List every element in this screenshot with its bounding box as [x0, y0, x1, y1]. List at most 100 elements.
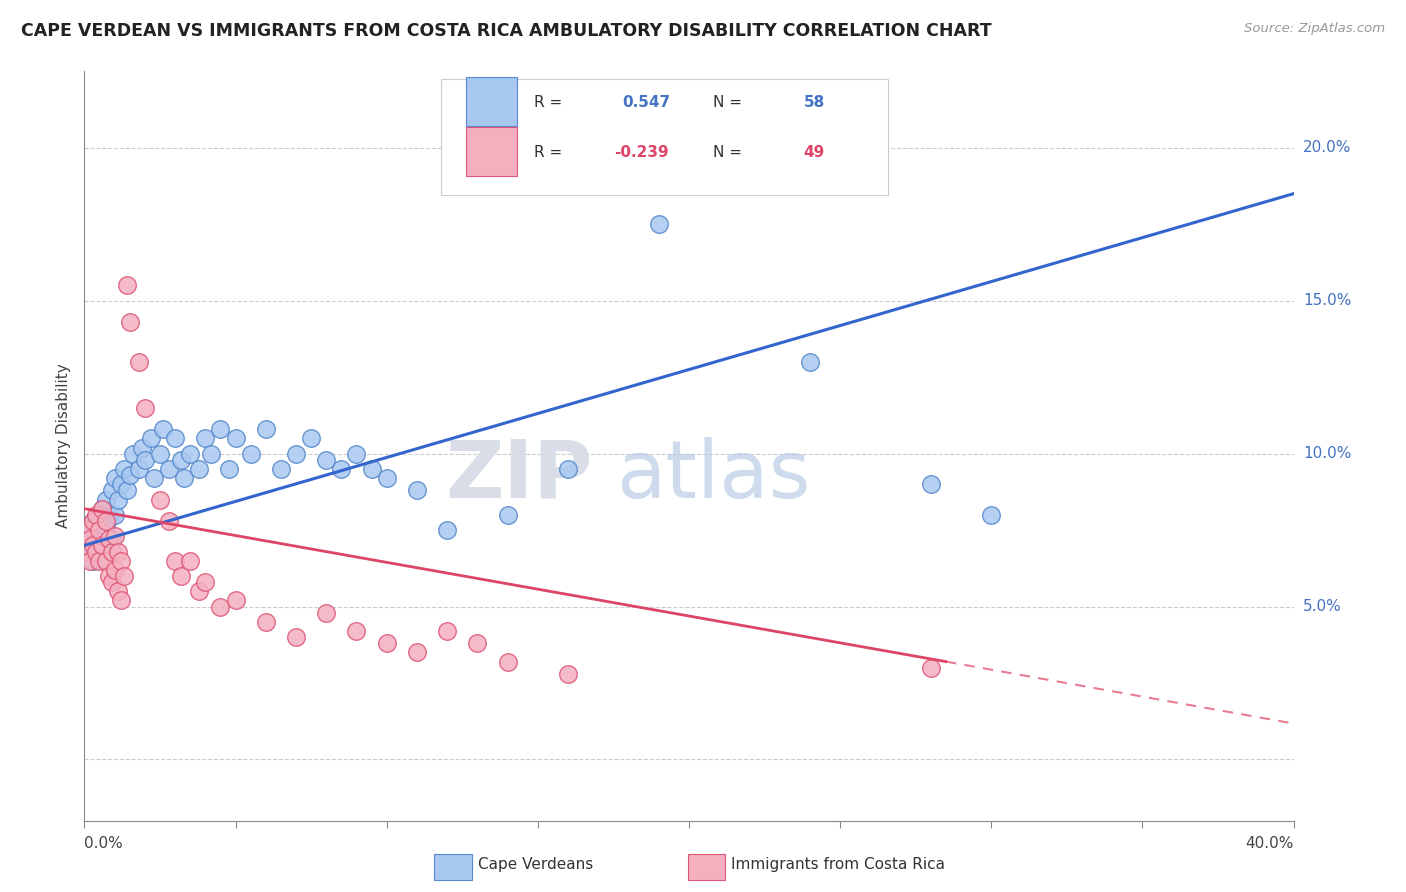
Point	[285, 630, 308, 644]
Point	[94, 554, 117, 568]
Point	[131, 441, 153, 455]
Y-axis label: Ambulatory Disability: Ambulatory Disability	[56, 364, 72, 528]
Point	[100, 575, 122, 590]
Point	[920, 661, 942, 675]
Text: R =: R =	[534, 95, 562, 110]
Point	[157, 462, 180, 476]
Point	[112, 569, 135, 583]
FancyBboxPatch shape	[441, 78, 889, 195]
Point	[920, 477, 942, 491]
Point	[142, 471, 165, 485]
Point	[107, 544, 129, 558]
Point	[315, 606, 337, 620]
Text: 0.0%: 0.0%	[84, 836, 124, 851]
Text: 5.0%: 5.0%	[1303, 599, 1341, 614]
Point	[170, 569, 193, 583]
Point	[375, 636, 398, 650]
Point	[557, 462, 579, 476]
Point	[76, 523, 98, 537]
Point	[89, 523, 111, 537]
Text: -0.239: -0.239	[614, 145, 669, 160]
Point	[121, 447, 143, 461]
Point	[179, 447, 201, 461]
Text: N =: N =	[713, 145, 742, 160]
Point	[97, 569, 120, 583]
Point	[406, 483, 429, 498]
Point	[79, 538, 101, 552]
Point	[107, 584, 129, 599]
Point	[225, 431, 247, 445]
Point	[436, 523, 458, 537]
Point	[94, 492, 117, 507]
Point	[209, 599, 232, 614]
Point	[188, 584, 211, 599]
Point	[82, 538, 104, 552]
Point	[346, 447, 368, 461]
Point	[406, 645, 429, 659]
Point	[980, 508, 1002, 522]
Point	[218, 462, 240, 476]
Point	[100, 544, 122, 558]
Point	[149, 447, 172, 461]
Text: Immigrants from Costa Rica: Immigrants from Costa Rica	[731, 857, 945, 872]
Point	[139, 431, 162, 445]
Point	[134, 452, 156, 467]
Point	[239, 447, 262, 461]
Point	[330, 462, 353, 476]
Point	[254, 615, 277, 629]
Point	[91, 501, 114, 516]
Point	[194, 431, 217, 445]
Point	[299, 431, 322, 445]
Point	[360, 462, 382, 476]
Text: 15.0%: 15.0%	[1303, 293, 1351, 309]
Point	[79, 554, 101, 568]
Text: Source: ZipAtlas.com: Source: ZipAtlas.com	[1244, 22, 1385, 36]
Text: Cape Verdeans: Cape Verdeans	[478, 857, 593, 872]
Point	[496, 655, 519, 669]
Point	[254, 422, 277, 436]
Point	[157, 514, 180, 528]
Point	[285, 447, 308, 461]
Point	[194, 575, 217, 590]
Text: 0.547: 0.547	[623, 95, 671, 110]
Point	[115, 483, 138, 498]
Point	[128, 462, 150, 476]
FancyBboxPatch shape	[467, 127, 517, 177]
Point	[188, 462, 211, 476]
Point	[134, 401, 156, 415]
Text: 40.0%: 40.0%	[1246, 836, 1294, 851]
Point	[91, 501, 114, 516]
Point	[436, 624, 458, 638]
Point	[128, 355, 150, 369]
Point	[165, 554, 187, 568]
Point	[110, 477, 132, 491]
Text: CAPE VERDEAN VS IMMIGRANTS FROM COSTA RICA AMBULATORY DISABILITY CORRELATION CHA: CAPE VERDEAN VS IMMIGRANTS FROM COSTA RI…	[21, 22, 991, 40]
Point	[100, 483, 122, 498]
Point	[557, 666, 579, 681]
Point	[209, 422, 232, 436]
Point	[82, 554, 104, 568]
Text: N =: N =	[713, 95, 742, 110]
Point	[89, 554, 111, 568]
Point	[152, 422, 174, 436]
Point	[94, 520, 117, 534]
Text: ZIP: ZIP	[444, 437, 592, 515]
Point	[91, 544, 114, 558]
Point	[118, 315, 141, 329]
Point	[76, 523, 98, 537]
Text: R =: R =	[534, 145, 562, 160]
Point	[76, 544, 98, 558]
Text: 10.0%: 10.0%	[1303, 446, 1351, 461]
Point	[104, 529, 127, 543]
Point	[110, 554, 132, 568]
Point	[82, 514, 104, 528]
Point	[112, 462, 135, 476]
Point	[315, 452, 337, 467]
Point	[173, 471, 195, 485]
Text: atlas: atlas	[616, 437, 811, 515]
FancyBboxPatch shape	[467, 77, 517, 127]
Point	[346, 624, 368, 638]
Text: 49: 49	[804, 145, 825, 160]
Point	[104, 471, 127, 485]
Point	[86, 544, 108, 558]
